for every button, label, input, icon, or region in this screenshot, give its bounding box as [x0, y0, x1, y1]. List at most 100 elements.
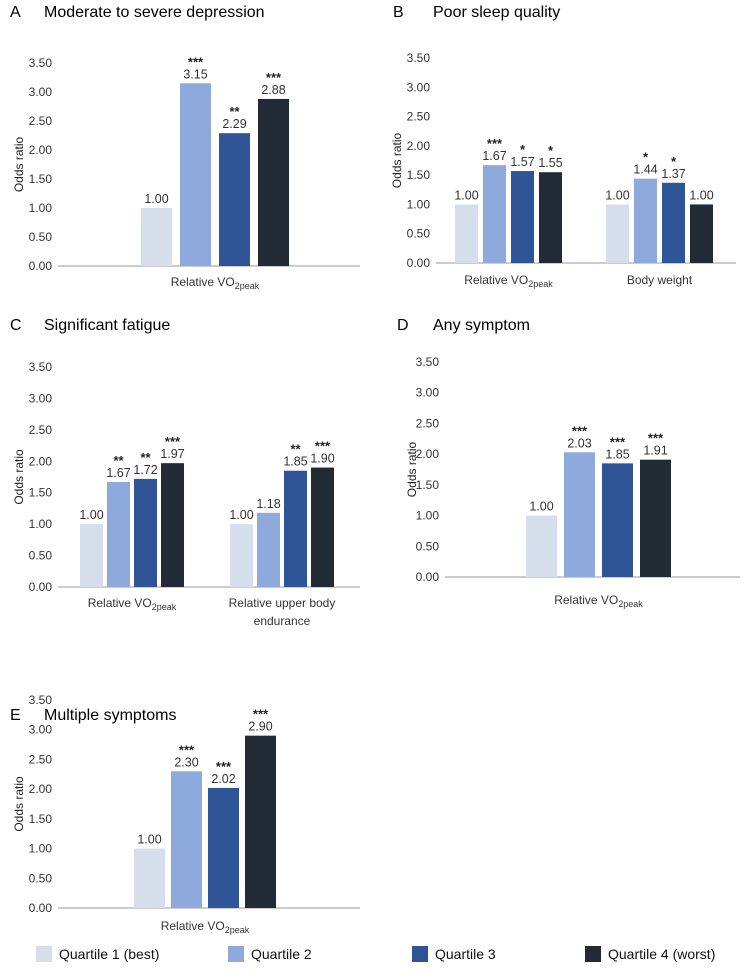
bar-quartile-4 — [640, 459, 671, 577]
data-label: 1.18 — [256, 497, 280, 511]
bar-quartile-4 — [690, 204, 713, 263]
panel-c: C Significant fatigue 0.00 0.50 1.00 1.50 2.00… — [10, 317, 360, 628]
y-tick-label: 1.50 — [29, 812, 53, 826]
panel-title: Any symptom — [433, 317, 530, 334]
panel-letter: A — [10, 4, 21, 21]
y-tick-label: 0.50 — [29, 230, 53, 244]
significance-stars: *** — [216, 759, 232, 774]
panel-e: E Multiple symptoms 0.00 0.50 1.00 1.50 2.00 2.… — [10, 693, 360, 935]
significance-stars: *** — [165, 434, 181, 449]
legend: Quartile 1 (best) Quartile 2 Quartile 3 Qua… — [36, 946, 715, 962]
y-axis-label: Odds ratio — [405, 441, 419, 497]
legend-label: Quartile 2 — [251, 946, 312, 962]
bar-quartile-3 — [602, 463, 633, 577]
data-label: 1.72 — [133, 463, 157, 477]
y-axis-label: Odds ratio — [390, 132, 404, 188]
data-label: 1.91 — [643, 444, 667, 458]
data-label: 1.00 — [229, 508, 253, 522]
significance-stars: ** — [229, 104, 240, 119]
y-tick-label: 1.00 — [29, 201, 53, 215]
y-tick-label: 0.00 — [29, 580, 53, 594]
data-label: 1.90 — [310, 452, 334, 466]
data-label: 1.57 — [510, 155, 534, 169]
y-tick-label: 1.50 — [416, 478, 440, 492]
x-category-label: Relative VO2peak — [171, 275, 260, 291]
significance-stars: *** — [188, 54, 204, 69]
significance-stars: *** — [648, 431, 664, 446]
data-label: 2.02 — [211, 772, 235, 786]
y-axis-label: Odds ratio — [12, 776, 26, 832]
panel-letter: D — [397, 317, 409, 334]
bar-quartile-2 — [483, 165, 506, 263]
bar-quartile-2 — [634, 178, 657, 263]
bar-quartile-4 — [245, 735, 276, 908]
legend-label: Quartile 3 — [435, 946, 496, 962]
legend-swatch-quartile-1 — [36, 946, 52, 962]
bar-quartile-1 — [134, 848, 165, 908]
x-category-label: Relative VO2peak — [161, 919, 250, 935]
bar-quartile-3 — [511, 171, 534, 263]
panel-a: A Moderate to severe depression 0.00 0.50 1.… — [10, 4, 360, 291]
y-tick-label: 2.00 — [29, 454, 53, 468]
bar-quartile-2 — [107, 482, 130, 587]
y-tick-label: 3.50 — [407, 51, 431, 65]
x-category-label: Relative upper body — [229, 596, 336, 610]
bar-quartile-4 — [258, 98, 289, 267]
bar-quartile-1 — [230, 524, 253, 587]
x-category-label: Relative VO2peak — [88, 596, 177, 612]
bar-quartile-4 — [161, 463, 184, 587]
significance-stars: *** — [266, 70, 282, 85]
significance-stars: *** — [315, 439, 331, 454]
panel-title: Significant fatigue — [44, 317, 170, 334]
panel-title: Poor sleep quality — [433, 4, 560, 21]
significance-stars: *** — [487, 136, 503, 151]
data-label: 1.00 — [144, 192, 168, 206]
legend-swatch-quartile-2 — [228, 946, 244, 962]
legend-swatch-quartile-4 — [585, 946, 601, 962]
y-tick-label: 3.50 — [29, 693, 53, 707]
significance-stars: ** — [140, 450, 151, 465]
bar-quartile-2 — [564, 452, 595, 577]
panel-letter: C — [10, 317, 22, 334]
data-label: 1.44 — [633, 163, 657, 177]
bar-quartile-3 — [208, 787, 239, 908]
bar-quartile-1 — [526, 515, 557, 577]
significance-stars: * — [548, 143, 554, 158]
y-tick-label: 0.00 — [416, 570, 440, 584]
significance-stars: * — [520, 142, 526, 157]
bar-quartile-2 — [180, 83, 211, 266]
data-label: 1.85 — [605, 447, 629, 461]
data-label: 1.00 — [689, 188, 713, 202]
legend-swatch-quartile-3 — [412, 946, 428, 962]
legend-label: Quartile 4 (worst) — [608, 946, 715, 962]
data-label: 1.00 — [79, 508, 103, 522]
bar-quartile-3 — [662, 182, 685, 263]
y-tick-label: 0.50 — [416, 539, 440, 553]
bar-quartile-3 — [134, 478, 157, 587]
y-tick-label: 3.00 — [29, 85, 53, 99]
significance-stars: *** — [572, 423, 588, 438]
y-tick-label: 1.00 — [29, 842, 53, 856]
data-label: 1.37 — [661, 167, 685, 181]
bar-quartile-1 — [80, 524, 103, 587]
data-label: 2.90 — [248, 720, 272, 734]
significance-stars: * — [671, 154, 677, 169]
x-category-label: Body weight — [627, 273, 693, 287]
panel-b: B Poor sleep quality 0.00 0.50 1.00 1.50 2.00 2… — [390, 4, 736, 289]
y-tick-label: 2.50 — [29, 423, 53, 437]
y-tick-label: 1.00 — [416, 509, 440, 523]
panel-letter: B — [393, 4, 404, 21]
bar-quartile-4 — [311, 467, 334, 587]
x-category-label: Relative VO2peak — [554, 593, 643, 609]
bar-quartile-2 — [171, 771, 202, 908]
data-label: 1.67 — [482, 149, 506, 163]
y-tick-label: 3.00 — [29, 391, 53, 405]
x-category-label: Relative VO2peak — [464, 273, 553, 289]
y-tick-label: 3.50 — [416, 355, 440, 369]
y-tick-label: 2.50 — [407, 110, 431, 124]
y-tick-label: 2.00 — [29, 782, 53, 796]
significance-stars: *** — [179, 742, 195, 757]
y-tick-label: 1.00 — [29, 517, 53, 531]
bar-quartile-1 — [141, 208, 172, 266]
y-tick-label: 2.50 — [416, 416, 440, 430]
